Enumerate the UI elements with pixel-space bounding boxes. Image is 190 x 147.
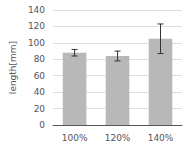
svg-text:140%: 140% — [148, 133, 174, 143]
svg-text:80: 80 — [34, 54, 46, 64]
svg-text:100: 100 — [28, 38, 45, 48]
svg-text:0: 0 — [39, 120, 45, 130]
svg-text:length[mm]: length[mm] — [8, 41, 18, 94]
svg-text:40: 40 — [34, 87, 46, 97]
svg-text:140: 140 — [28, 5, 45, 15]
svg-text:20: 20 — [34, 104, 46, 114]
svg-text:60: 60 — [34, 71, 46, 81]
svg-text:100%: 100% — [62, 133, 88, 143]
svg-text:120: 120 — [28, 21, 45, 31]
svg-text:120%: 120% — [105, 133, 131, 143]
